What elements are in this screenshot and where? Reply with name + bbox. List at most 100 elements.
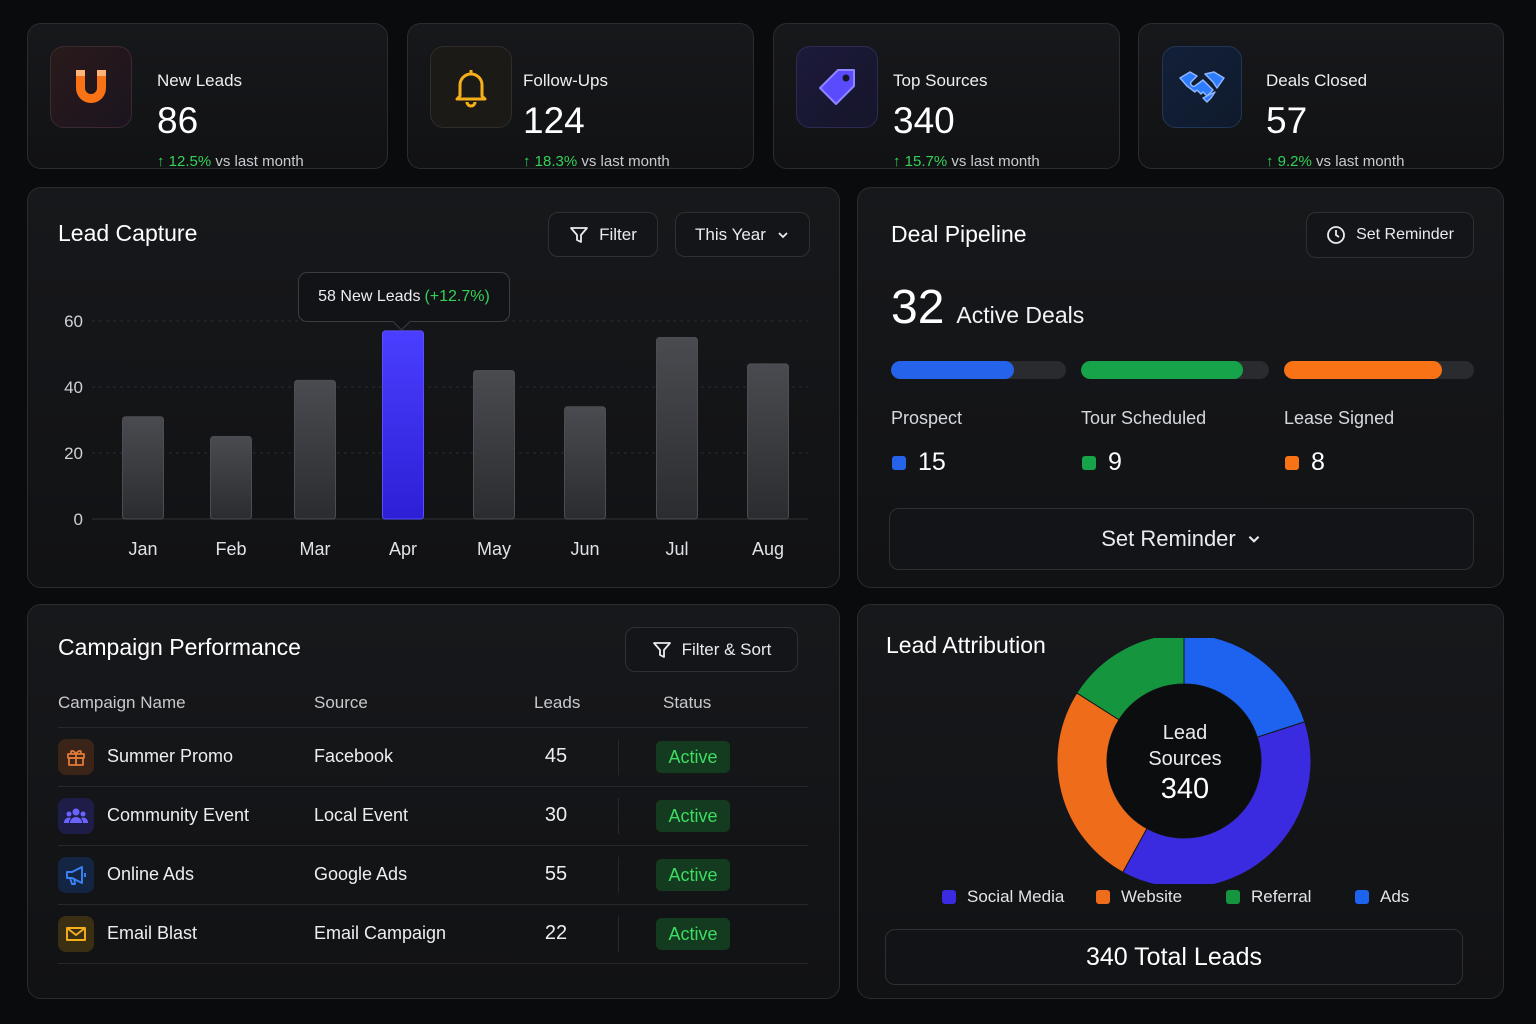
total-leads-box: 340 Total Leads: [885, 929, 1463, 985]
tag-icon: [796, 46, 878, 128]
set-reminder-dropdown-label: Set Reminder: [1101, 526, 1236, 551]
legend-website: Website: [1096, 887, 1182, 907]
kpi-trend: ↑ 9.2% vs last month: [1266, 153, 1405, 170]
kpi-value: 340: [893, 100, 955, 141]
row-divider: [58, 727, 808, 728]
status-badge: Active: [656, 741, 730, 773]
column-header-campaign-name[interactable]: Campaign Name: [58, 693, 186, 712]
period-select-label: This Year: [695, 224, 766, 244]
donut-center: Lead Sources 340: [1110, 692, 1260, 842]
column-header-leads[interactable]: Leads: [534, 693, 581, 712]
legend-color-dot: [1355, 890, 1369, 904]
campaign-source: Email Campaign: [314, 923, 447, 943]
clock-icon: [1327, 226, 1345, 244]
kpi-label: Top Sources: [893, 71, 988, 90]
stage-color-dot: [892, 455, 906, 470]
campaign-source: Facebook: [314, 746, 394, 766]
kpi-card-follow-ups[interactable]: Follow-Ups 124 ↑ 18.3% vs last month: [407, 23, 754, 170]
stage-label: Lease Signed: [1284, 408, 1395, 428]
kpi-card-top-sources[interactable]: Top Sources 340 ↑ 15.7% vs last month: [773, 23, 1120, 170]
kpi-value: 57: [1266, 100, 1308, 141]
lead-sources-donut: [1056, 638, 1312, 884]
chart-tooltip: 58 New Leads (+12.7%): [298, 272, 510, 322]
kpi-trend-suffix: vs last month: [1316, 153, 1405, 170]
column-separator: [618, 916, 619, 952]
kpi-label: Follow-Ups: [523, 71, 609, 90]
row-divider: [58, 963, 808, 964]
donut-center-value: 340: [1160, 773, 1210, 805]
legend-label: Ads: [1380, 887, 1410, 906]
filter-button[interactable]: Filter: [548, 212, 658, 257]
donut-hole: [1107, 684, 1261, 838]
stage-label: Prospect: [891, 408, 963, 428]
kpi-trend: ↑ 18.3% vs last month: [523, 153, 670, 170]
set-reminder-button[interactable]: Set Reminder: [1306, 212, 1474, 258]
legend-color-dot: [1226, 890, 1240, 904]
kpi-trend-percent: 15.7%: [904, 153, 948, 170]
kpi-card-new-leads[interactable]: New Leads 86 ↑ 12.5% vs last month: [27, 23, 388, 170]
filter-sort-button[interactable]: Filter & Sort: [625, 627, 798, 672]
kpi-trend: ↑ 12.5% vs last month: [157, 153, 304, 170]
funnel-icon: [570, 226, 589, 243]
chevron-down-icon: [778, 231, 788, 238]
legend-label: Social Media: [967, 887, 1065, 906]
donut-center-label: Sources: [1148, 748, 1222, 770]
stage-count-value: 9: [1108, 448, 1122, 476]
status-badge: Active: [656, 859, 730, 891]
active-deals: 32 Active Deals: [891, 280, 1084, 335]
stage-count-value: 8: [1311, 448, 1325, 476]
kpi-value: 86: [157, 100, 199, 141]
row-divider: [58, 904, 808, 905]
campaign-performance-title: Campaign Performance: [58, 634, 301, 660]
pipeline-bar-lease-signed: [1284, 361, 1474, 379]
set-reminder-dropdown[interactable]: Set Reminder: [889, 508, 1474, 570]
kpi-trend-percent: 18.3%: [534, 153, 578, 170]
kpi-value: 124: [523, 100, 585, 141]
pipeline-bar-tour-scheduled: [1081, 361, 1269, 379]
row-divider: [58, 845, 808, 846]
row-divider: [58, 786, 808, 787]
handshake-icon: [1162, 46, 1242, 128]
filter-button-label: Filter: [599, 224, 637, 244]
legend-label: Referral: [1251, 887, 1312, 906]
active-deals-label: Active Deals: [956, 302, 1085, 328]
tooltip-percent: (+12.7%): [424, 288, 490, 305]
set-reminder-label: Set Reminder: [1356, 226, 1454, 243]
lead-attribution-title: Lead Attribution: [886, 632, 1046, 658]
column-separator: [618, 798, 619, 834]
deal-pipeline-title: Deal Pipeline: [891, 221, 1027, 247]
legend-label: Website: [1121, 887, 1183, 906]
magnet-icon: [50, 46, 132, 128]
stage-label: Tour Scheduled: [1081, 408, 1207, 428]
pipeline-fill: [1284, 361, 1442, 379]
people-icon: [58, 798, 94, 834]
funnel-icon: [652, 641, 671, 658]
period-select[interactable]: This Year: [675, 212, 810, 257]
campaign-name: Community Event: [107, 805, 250, 825]
column-separator: [618, 857, 619, 893]
campaign-leads: 55: [544, 863, 568, 885]
legend-referral: Referral: [1226, 887, 1311, 907]
kpi-trend-suffix: vs last month: [215, 153, 304, 170]
campaign-leads: 30: [544, 804, 568, 826]
active-deals-count: 32: [891, 281, 945, 334]
kpi-card-deals-closed[interactable]: Deals Closed 57 ↑ 9.2% vs last month: [1138, 23, 1504, 170]
column-header-status[interactable]: Status: [663, 693, 712, 712]
kpi-trend-suffix: vs last month: [951, 153, 1040, 170]
legend-social-media: Social Media: [942, 887, 1064, 907]
bell-icon: [430, 46, 512, 128]
gift-icon: [58, 739, 94, 775]
legend-color-dot: [1096, 890, 1110, 904]
kpi-trend: ↑ 15.7% vs last month: [893, 153, 1040, 170]
stage-color-dot: [1285, 455, 1299, 470]
campaign-name: Summer Promo: [107, 746, 234, 766]
status-badge: Active: [656, 918, 730, 950]
kpi-label: New Leads: [157, 71, 243, 90]
column-separator: [618, 739, 619, 775]
legend-ads: Ads: [1355, 887, 1409, 907]
tooltip-text: 58 New Leads: [318, 288, 421, 305]
column-header-source[interactable]: Source: [314, 693, 368, 712]
status-badge: Active: [656, 800, 730, 832]
campaign-name: Email Blast: [107, 923, 198, 943]
mail-icon: [58, 916, 94, 952]
